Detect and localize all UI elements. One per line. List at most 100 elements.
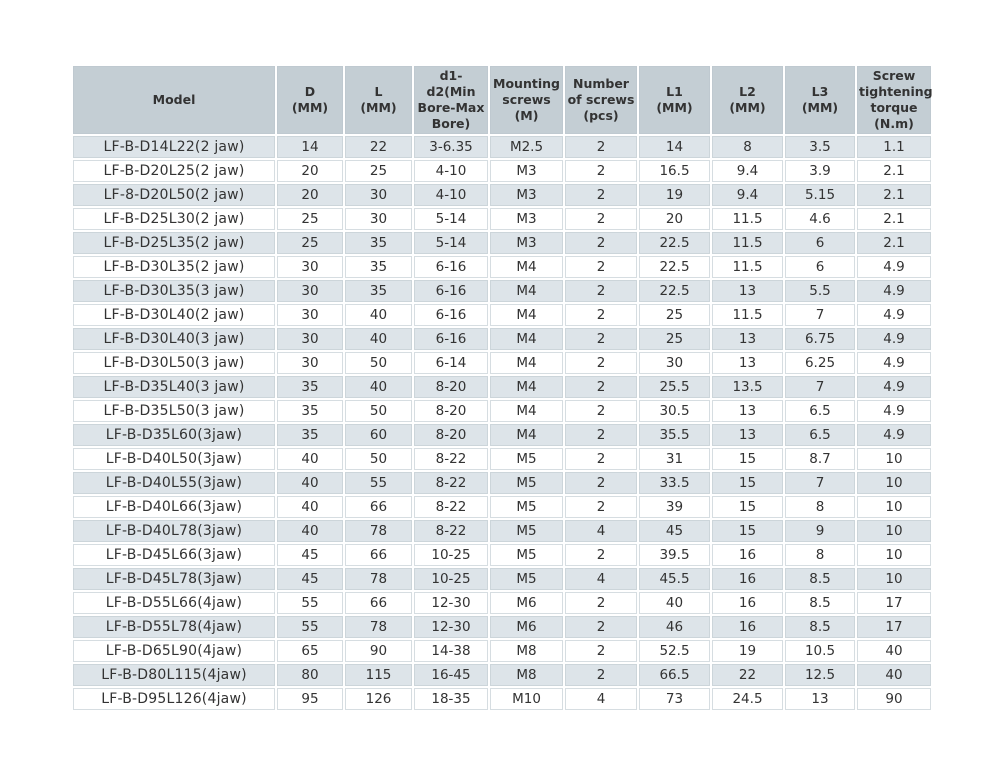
table-cell: 10: [857, 472, 931, 494]
header-cell-2: L (MM): [345, 66, 412, 134]
table-cell: 25: [639, 304, 710, 326]
table-cell: 66.5: [639, 664, 710, 686]
table-cell: 8-22: [414, 496, 488, 518]
table-cell: 40: [345, 328, 412, 350]
model-cell: LF-B-D35L60(3jaw): [73, 424, 275, 446]
table-cell: 6.5: [785, 424, 855, 446]
table-cell: 39: [639, 496, 710, 518]
table-cell: 2: [565, 328, 637, 350]
table-cell: 5.5: [785, 280, 855, 302]
table-cell: 11.5: [712, 304, 783, 326]
table-cell: M5: [490, 472, 563, 494]
table-cell: 66: [345, 544, 412, 566]
table-row: LF-B-D65L90(4jaw) 65 90 14-38 M8 2 52.5 19 10.5 4…: [73, 640, 931, 662]
table-row: LF-B-D45L78(3jaw) 45 78 10-25 M5 4 45.5 16 8.5 10: [73, 568, 931, 590]
table-cell: M2.5: [490, 136, 563, 158]
table-cell: 40: [277, 448, 343, 470]
table-cell: 2: [565, 544, 637, 566]
table-cell: 2: [565, 664, 637, 686]
table-cell: 78: [345, 520, 412, 542]
table-cell: 11.5: [712, 208, 783, 230]
table-cell: 90: [857, 688, 931, 710]
table-cell: M3: [490, 208, 563, 230]
table-cell: 13: [712, 400, 783, 422]
table-cell: 2: [565, 448, 637, 470]
table-cell: 22.5: [639, 256, 710, 278]
header-cell-8: L3 (MM): [785, 66, 855, 134]
table-cell: 7: [785, 472, 855, 494]
header-cell-4: Mounting screws (M): [490, 66, 563, 134]
table-cell: 50: [345, 448, 412, 470]
header-cell-0: Model: [73, 66, 275, 134]
table-cell: 6: [785, 256, 855, 278]
spec-table-header: Model D (MM) L (MM) d1-d2(Min Bore-Max Bore…: [73, 66, 933, 134]
table-cell: 2: [565, 640, 637, 662]
table-cell: 40: [345, 304, 412, 326]
table-cell: 4.9: [857, 328, 931, 350]
table-row: LF-B-D55L78(4jaw) 55 78 12-30 M6 2 46 16 8.5 17: [73, 616, 931, 638]
table-cell: 55: [277, 592, 343, 614]
table-row: LF-B-D45L66(3jaw) 45 66 10-25 M5 2 39.5 16 8 10: [73, 544, 931, 566]
table-row: LF-B-D20L25(2 jaw) 20 25 4-10 M3 2 16.5 9.4 3.9 2…: [73, 160, 931, 182]
table-cell: 30: [277, 352, 343, 374]
table-cell: 4: [565, 520, 637, 542]
table-cell: 8.5: [785, 592, 855, 614]
table-cell: 2: [565, 184, 637, 206]
table-cell: 13: [712, 328, 783, 350]
table-cell: 5.15: [785, 184, 855, 206]
table-cell: 6: [785, 232, 855, 254]
table-cell: 35: [277, 400, 343, 422]
table-cell: 25: [277, 208, 343, 230]
table-row: LF-B-D55L66(4jaw) 55 66 12-30 M6 2 40 16 8.5 17: [73, 592, 931, 614]
model-cell: LF-B-D30L40(2 jaw): [73, 304, 275, 326]
table-cell: 2: [565, 256, 637, 278]
table-cell: 16: [712, 616, 783, 638]
table-cell: 8: [785, 544, 855, 566]
table-cell: 31: [639, 448, 710, 470]
model-cell: LF-B-D35L40(3 jaw): [73, 376, 275, 398]
table-cell: 78: [345, 568, 412, 590]
table-cell: 4: [565, 688, 637, 710]
table-cell: 30: [345, 184, 412, 206]
table-cell: 6-16: [414, 256, 488, 278]
table-row: LF-B-D25L35(2 jaw) 25 35 5-14 M3 2 22.5 11.5 6 2.…: [73, 232, 931, 254]
table-cell: 95: [277, 688, 343, 710]
table-cell: 19: [639, 184, 710, 206]
table-cell: 55: [277, 616, 343, 638]
table-cell: 10: [857, 496, 931, 518]
table-cell: 9: [785, 520, 855, 542]
table-cell: 2.1: [857, 232, 931, 254]
table-cell: 66: [345, 496, 412, 518]
table-cell: 35.5: [639, 424, 710, 446]
table-row: LF-B-D14L22(2 jaw) 14 22 3-6.35 M2.5 2 14 8 3.5 1…: [73, 136, 931, 158]
table-cell: M6: [490, 616, 563, 638]
table-cell: 20: [277, 184, 343, 206]
header-cell-9: Screw tightening torque (N.m): [857, 66, 933, 134]
table-cell: 30: [277, 280, 343, 302]
table-cell: 6.5: [785, 400, 855, 422]
table-cell: 40: [857, 640, 931, 662]
table-cell: 50: [345, 400, 412, 422]
table-cell: 20: [639, 208, 710, 230]
table-cell: 5-14: [414, 232, 488, 254]
table-cell: 24.5: [712, 688, 783, 710]
table-cell: 25.5: [639, 376, 710, 398]
table-cell: 2: [565, 400, 637, 422]
table-cell: 8-22: [414, 472, 488, 494]
table-cell: M5: [490, 448, 563, 470]
model-cell: LF-B-D40L66(3jaw): [73, 496, 275, 518]
model-cell: LF-B-D20L25(2 jaw): [73, 160, 275, 182]
table-cell: M8: [490, 664, 563, 686]
table-cell: 10: [857, 544, 931, 566]
table-cell: 14-38: [414, 640, 488, 662]
table-cell: 6.25: [785, 352, 855, 374]
table-row: LF-B-D40L55(3jaw) 40 55 8-22 M5 2 33.5 15 7 10: [73, 472, 931, 494]
model-cell: LF-B-D65L90(4jaw): [73, 640, 275, 662]
table-cell: 4-10: [414, 184, 488, 206]
table-cell: 25: [639, 328, 710, 350]
spec-table: Model D (MM) L (MM) d1-d2(Min Bore-Max Bore…: [71, 64, 933, 712]
table-cell: M4: [490, 304, 563, 326]
table-cell: 2.1: [857, 160, 931, 182]
table-cell: 4.9: [857, 256, 931, 278]
table-cell: 65: [277, 640, 343, 662]
